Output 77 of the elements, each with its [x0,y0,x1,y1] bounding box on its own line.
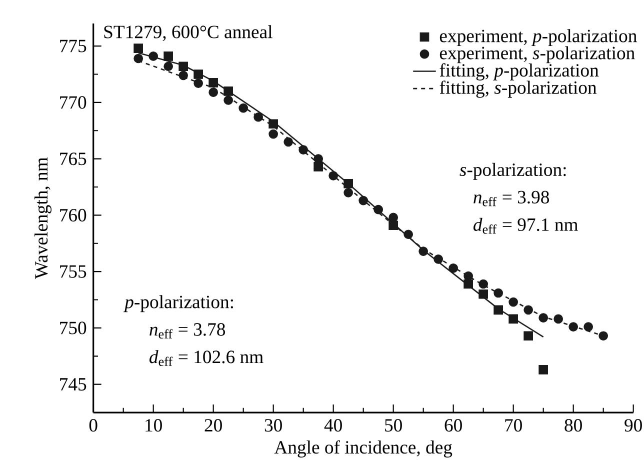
point [284,137,293,147]
x-tick-label: 10 [146,419,162,432]
point [524,331,533,341]
x-tick-label: 20 [204,419,222,432]
x-tick-label: 0 [89,419,98,432]
point [404,230,413,240]
y-tick-label: 750 [60,322,86,334]
x-axis-title: Angle of incidence, deg [274,440,452,458]
y-tick-label: 765 [60,152,86,166]
y-axis-title: Wavelength, nm [34,157,52,279]
annotation: d$_{eff}$ = 97.1 nm [473,218,578,234]
point [208,78,218,88]
y-tick-label: 775 [60,40,86,52]
x-tick-label: 90 [624,419,642,432]
point [194,70,204,79]
y-tick-label: 770 [60,96,86,109]
point [134,54,144,64]
point [178,70,188,80]
x-tick-label: 50 [385,419,402,432]
point [298,145,308,154]
point [344,188,353,198]
point [238,103,248,113]
annotation: ST1279, 600°C anneal [104,25,272,41]
y-tick-label: 760 [60,208,86,222]
legend-label: experiment, s-polarization [440,46,635,64]
point [194,78,204,88]
point [494,288,504,298]
point [434,254,444,264]
x-tick-label: 40 [324,419,342,432]
point [508,314,518,324]
x-tick-label: 60 [444,419,462,432]
y-tick-label: 745 [60,378,86,391]
point [254,112,264,122]
annotation: d$_{eff}$ = 102.6 nm [150,350,264,366]
point [164,62,173,72]
annotation: n$_{eff}$ = 3.98 [474,190,550,206]
point [314,162,324,172]
point [148,52,158,61]
point [538,313,548,322]
point [178,62,188,72]
y-tick-label: 755 [60,265,86,278]
point [584,322,593,332]
x-tick-label: 30 [264,419,282,432]
point [268,129,278,139]
annotation: s-polarization: [460,162,566,180]
x-tick-label: 70 [505,419,522,432]
point [344,178,353,188]
point [524,305,533,315]
point [568,322,578,332]
legend-label: fitting, s-polarization [440,80,597,98]
annotation: p-polarization: [124,295,234,312]
point [554,314,563,324]
point [164,52,173,61]
point [388,212,398,222]
point [388,220,398,230]
legend-label: experiment, p-polarization [440,29,637,46]
point [224,96,233,105]
point [224,86,233,96]
point [538,365,548,374]
point [418,246,428,256]
point [328,171,338,180]
point [208,88,218,97]
point [494,305,504,315]
point [464,271,473,281]
x-tick-label: 80 [564,419,582,432]
point [478,279,488,289]
point [134,44,144,54]
legend-label: fitting, p-polarization [440,63,599,80]
annotation: n$_{eff}$ = 3.78 [150,323,226,339]
point [464,279,473,289]
point [508,297,518,307]
point [448,264,458,273]
point [478,289,488,299]
point [598,331,608,341]
point [268,119,278,129]
point [374,204,384,214]
point [358,196,368,206]
